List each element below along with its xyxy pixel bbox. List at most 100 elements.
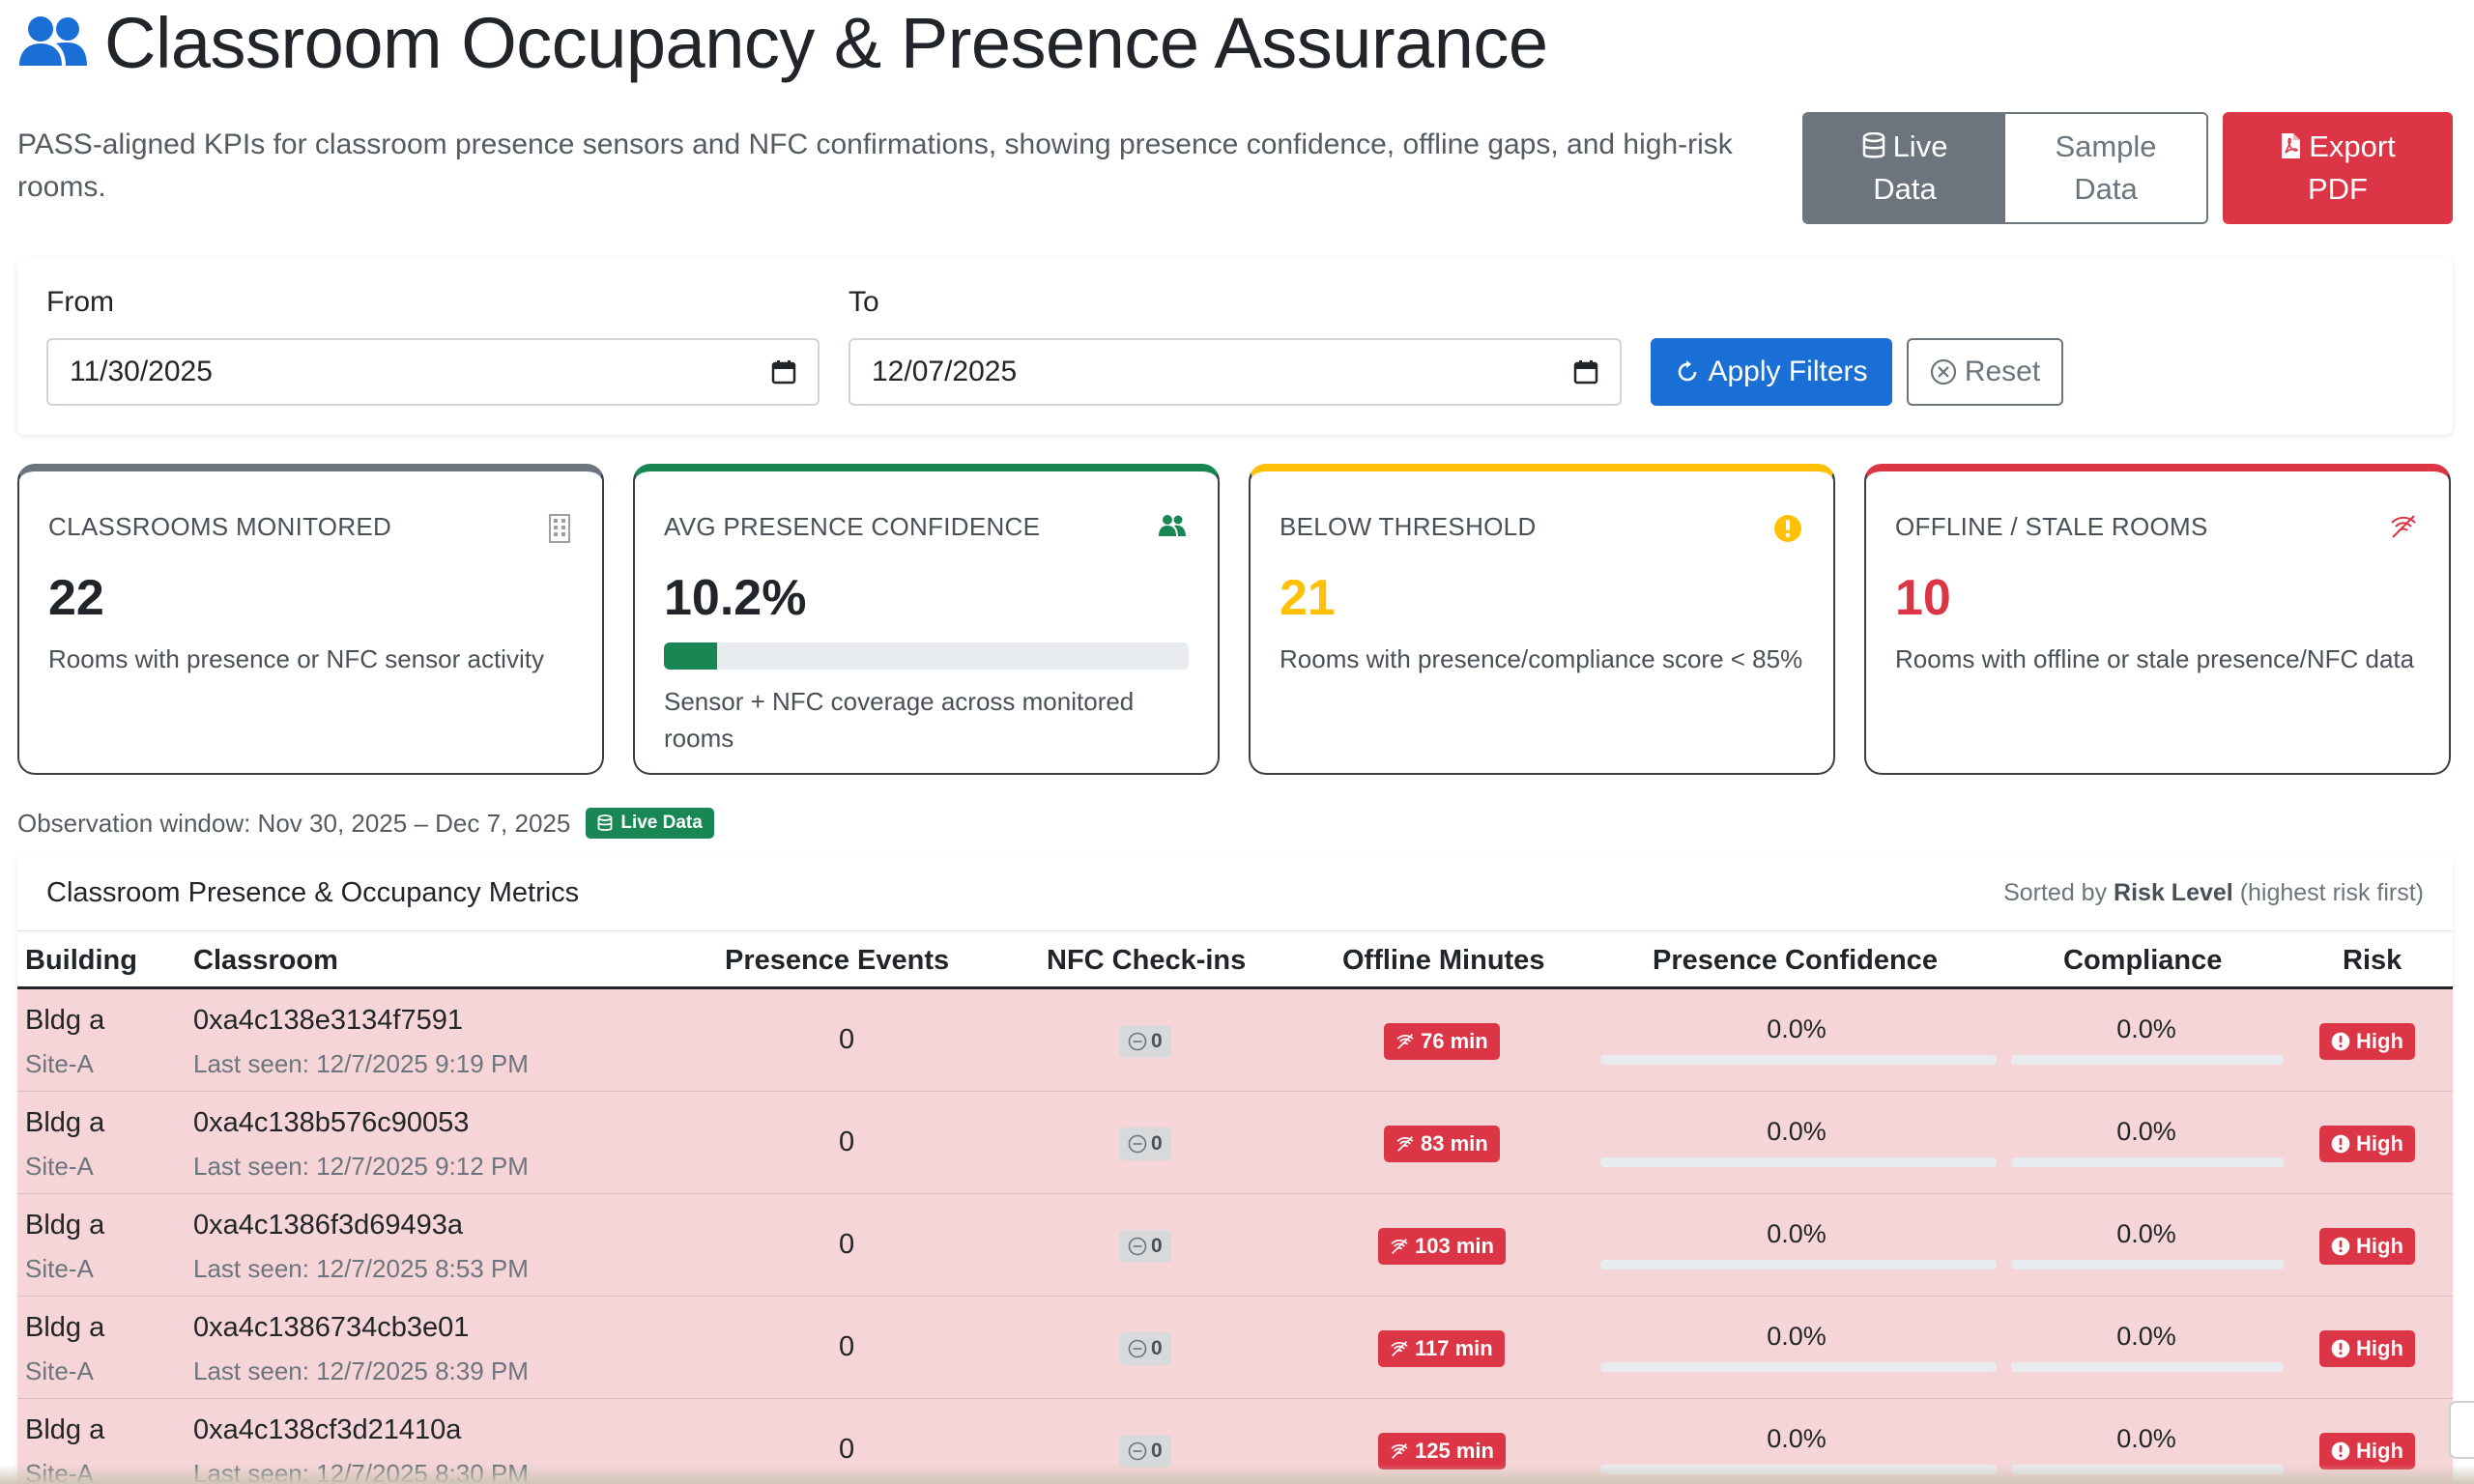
live-data-badge: Live Data	[586, 808, 714, 839]
from-date-value: 11/30/2025	[70, 356, 213, 387]
kpi-label: Classrooms Monitored	[48, 512, 392, 541]
table-column-headers: Building Classroom Presence Events NFC C…	[17, 931, 2453, 989]
table-row[interactable]: Bldg a Site-A 0xa4c1386f3d69493a Last seen:…	[17, 1194, 2453, 1297]
live-data-button[interactable]: Live Data	[1804, 114, 2005, 222]
risk-value: High	[2356, 1336, 2403, 1360]
nfc-checkins-value: 0	[1151, 1030, 1163, 1052]
col-header-nfc-checkins[interactable]: NFC Check-ins	[1047, 945, 1247, 976]
table-row[interactable]: Bldg a Site-A 0xa4c1386734cb3e01 Last seen:…	[17, 1297, 2453, 1399]
live-data-label-line1: Live	[1892, 129, 1948, 163]
building-cell: Bldg a	[25, 1210, 105, 1241]
nfc-checkins-badge: 0	[1119, 1230, 1171, 1263]
presence-events-value: 0	[839, 1331, 855, 1362]
classroom-id: 0xa4c138cf3d21410a	[193, 1414, 462, 1445]
kpi-value: 10.2%	[664, 570, 807, 626]
risk-value: High	[2356, 1131, 2403, 1156]
page-subtitle: PASS-aligned KPIs for classroom presence…	[17, 128, 1733, 203]
kpi-value: 21	[1280, 570, 1336, 626]
presence-events-value: 0	[839, 1024, 855, 1055]
observation-text: Observation window: Nov 30, 2025 – Dec 7…	[17, 808, 571, 838]
col-header-risk[interactable]: Risk	[2343, 945, 2402, 976]
nfc-checkins-value: 0	[1151, 1235, 1163, 1257]
kpi-description: Rooms with presence/compliance score < 8…	[1280, 644, 1803, 673]
table-row[interactable]: Bldg a Site-A 0xa4c138b576c90053 Last seen:…	[17, 1092, 2453, 1194]
scroll-handle[interactable]	[2449, 1401, 2474, 1459]
building-cell: Bldg a	[25, 1005, 105, 1036]
confidence-progress-fill	[664, 642, 718, 670]
database-icon	[1862, 132, 1884, 158]
live-data-label-line2: Data	[1873, 172, 1937, 206]
presence-confidence-bar	[1600, 1157, 1997, 1167]
kpi-label: Below Threshold	[1280, 512, 1537, 541]
risk-badge: High	[2319, 1023, 2415, 1060]
nfc-checkins-badge: 0	[1119, 1332, 1171, 1365]
building-cell: Bldg a	[25, 1312, 105, 1343]
nfc-checkins-badge: 0	[1119, 1435, 1171, 1468]
col-header-presence-confidence[interactable]: Presence Confidence	[1653, 945, 1938, 976]
presence-confidence-value: 0.0%	[1767, 1322, 1827, 1351]
col-header-classroom[interactable]: Classroom	[193, 945, 338, 976]
kpi-card-offline: Offline / Stale Rooms 10 Rooms with offl…	[1864, 464, 2451, 775]
presence-confidence-value: 0.0%	[1767, 1014, 1827, 1043]
compliance-value: 0.0%	[2116, 1117, 2176, 1146]
sort-key: Risk Level	[2114, 879, 2233, 906]
col-header-presence-events[interactable]: Presence Events	[725, 945, 950, 976]
offline-minutes-value: 125 min	[1415, 1439, 1494, 1463]
site-cell: Site-A	[25, 1152, 94, 1181]
from-date-input[interactable]: 11/30/2025	[46, 338, 820, 406]
presence-events-value: 0	[839, 1434, 855, 1465]
presence-events-value: 0	[839, 1229, 855, 1260]
window-bottom-edge	[0, 1465, 2474, 1484]
calendar-icon[interactable]	[1573, 359, 1598, 385]
last-seen: Last seen: 12/7/2025 9:12 PM	[193, 1152, 529, 1181]
presence-confidence-bar	[1600, 1362, 1997, 1372]
wifi-off-icon	[1391, 1239, 1408, 1254]
apply-filters-button[interactable]: Apply Filters	[1651, 338, 1892, 406]
confidence-progress-bar	[664, 642, 1189, 670]
building-cell: Bldg a	[25, 1107, 105, 1138]
col-header-compliance[interactable]: Compliance	[2063, 945, 2223, 976]
col-header-offline-minutes[interactable]: Offline Minutes	[1342, 945, 1545, 976]
exclamation-circle-icon	[2331, 1032, 2350, 1051]
apply-filters-label: Apply Filters	[1708, 356, 1868, 387]
risk-badge: High	[2319, 1228, 2415, 1265]
wifi-off-icon	[1396, 1136, 1414, 1152]
classroom-id: 0xa4c138b576c90053	[193, 1107, 470, 1138]
wifi-off-icon	[1396, 1034, 1414, 1049]
to-date-input[interactable]: 12/07/2025	[849, 338, 1622, 406]
kpi-label: Offline / Stale Rooms	[1895, 512, 2208, 541]
filters-card: From 11/30/2025 To 12/07/2025 Apply Filt…	[17, 257, 2453, 435]
nfc-checkins-value: 0	[1151, 1440, 1163, 1462]
presence-confidence-value: 0.0%	[1767, 1117, 1827, 1146]
users-icon	[19, 16, 87, 66]
nfc-checkins-value: 0	[1151, 1132, 1163, 1155]
kpi-value: 22	[48, 570, 104, 626]
people-icon	[1159, 515, 1186, 536]
exclamation-circle-icon	[2331, 1339, 2350, 1358]
offline-minutes-badge: 125 min	[1378, 1433, 1506, 1470]
page-header: Classroom Occupancy & Presence Assurance	[17, 3, 1548, 83]
file-pdf-icon	[2282, 133, 2301, 158]
classroom-id: 0xa4c1386734cb3e01	[193, 1312, 470, 1343]
observation-window: Observation window: Nov 30, 2025 – Dec 7…	[17, 808, 714, 839]
sort-prefix: Sorted by	[2003, 879, 2108, 906]
site-cell: Site-A	[25, 1356, 94, 1385]
table-header-bar: Classroom Presence & Occupancy Metrics S…	[17, 856, 2453, 931]
live-data-badge-label: Live Data	[620, 813, 703, 833]
risk-badge: High	[2319, 1126, 2415, 1162]
export-pdf-button[interactable]: Export PDF	[2223, 112, 2453, 224]
col-header-building[interactable]: Building	[25, 945, 137, 976]
dash-circle-icon	[1128, 1134, 1147, 1154]
wifi-off-icon	[1391, 1443, 1408, 1459]
kpi-card-below-threshold: Below Threshold 21 Rooms with presence/c…	[1249, 464, 1835, 775]
reset-button[interactable]: Reset	[1907, 338, 2063, 406]
risk-value: High	[2356, 1029, 2403, 1053]
sample-data-button[interactable]: Sample Data	[2005, 114, 2206, 222]
calendar-icon[interactable]	[771, 359, 796, 385]
exclamation-circle-icon	[2331, 1134, 2350, 1154]
sort-indicator: Sorted by Risk Level (highest risk first…	[2003, 879, 2424, 907]
last-seen: Last seen: 12/7/2025 9:19 PM	[193, 1049, 529, 1078]
offline-minutes-value: 83 min	[1421, 1131, 1488, 1156]
classroom-id: 0xa4c138e3134f7591	[193, 1005, 463, 1036]
table-row[interactable]: Bldg a Site-A 0xa4c138e3134f7591 Last seen:…	[17, 989, 2453, 1092]
